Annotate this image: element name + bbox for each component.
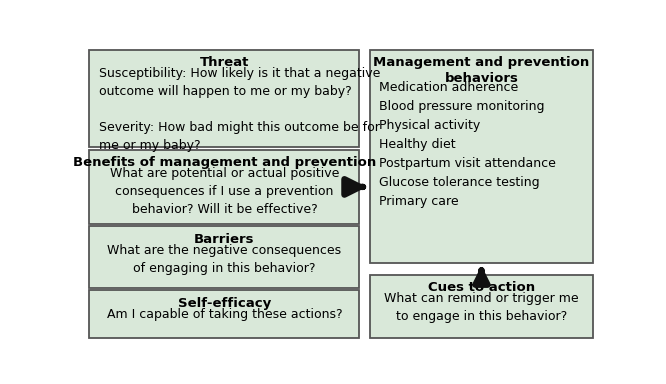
FancyBboxPatch shape bbox=[89, 50, 360, 147]
Text: What are the negative consequences
of engaging in this behavior?: What are the negative consequences of en… bbox=[107, 244, 342, 275]
FancyBboxPatch shape bbox=[89, 150, 360, 224]
Text: Self-efficacy: Self-efficacy bbox=[178, 296, 271, 310]
FancyBboxPatch shape bbox=[89, 290, 360, 338]
Text: What are potential or actual positive
consequences if I use a prevention
behavio: What are potential or actual positive co… bbox=[110, 167, 339, 217]
Text: Benefits of management and prevention: Benefits of management and prevention bbox=[73, 156, 376, 169]
Text: Management and prevention
behaviors: Management and prevention behaviors bbox=[374, 56, 589, 85]
FancyBboxPatch shape bbox=[370, 275, 593, 338]
Text: Susceptibility: How likely is it that a negative
outcome will happen to me or my: Susceptibility: How likely is it that a … bbox=[99, 67, 380, 152]
Text: Cues to action: Cues to action bbox=[428, 281, 535, 294]
Text: Threat: Threat bbox=[200, 56, 249, 69]
Text: Barriers: Barriers bbox=[194, 233, 254, 246]
Text: Am I capable of taking these actions?: Am I capable of taking these actions? bbox=[107, 308, 342, 321]
FancyBboxPatch shape bbox=[370, 50, 593, 263]
Text: Medication adherence
Blood pressure monitoring
Physical activity
Healthy diet
Po: Medication adherence Blood pressure moni… bbox=[379, 81, 556, 208]
FancyBboxPatch shape bbox=[89, 227, 360, 288]
Text: What can remind or trigger me
to engage in this behavior?: What can remind or trigger me to engage … bbox=[384, 292, 579, 323]
